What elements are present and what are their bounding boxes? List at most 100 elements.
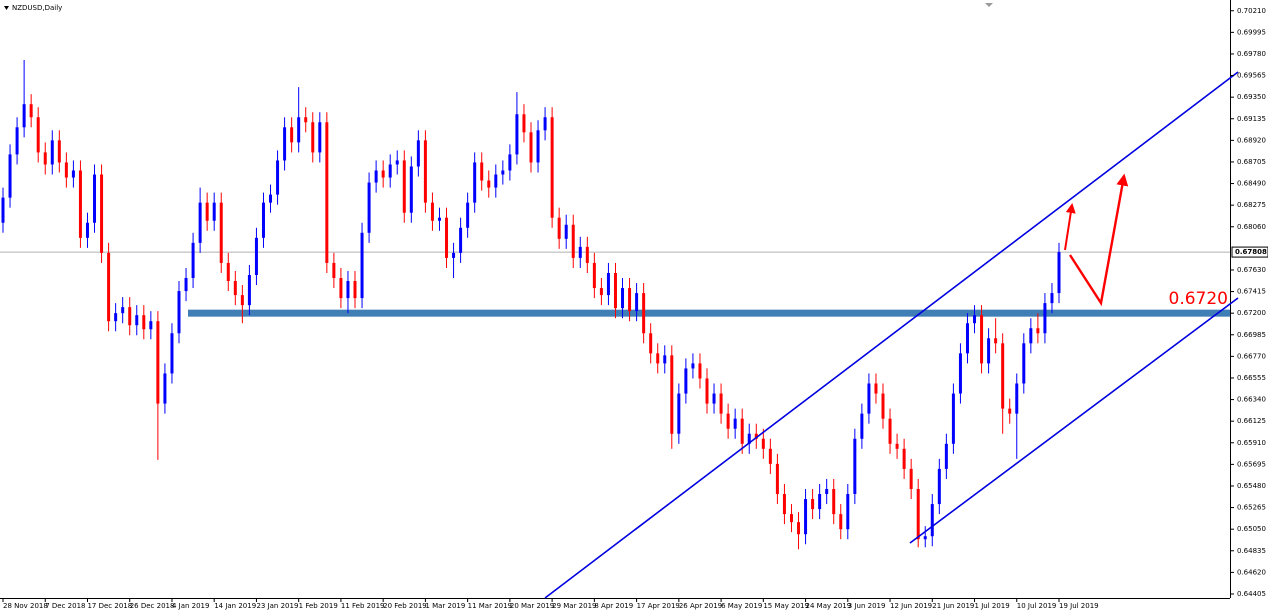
candle-body	[149, 321, 153, 330]
candle-body	[1057, 252, 1061, 294]
y-tick-label: 0.67415	[1237, 288, 1266, 296]
candle-body	[642, 293, 646, 334]
candle-layer	[1, 59, 1061, 550]
candle-body	[142, 315, 146, 330]
candle-body	[867, 383, 871, 414]
candle-body	[269, 194, 273, 203]
candle-body	[628, 288, 632, 312]
candle-body	[304, 117, 308, 123]
candle-body	[973, 315, 977, 324]
candle-body	[1022, 343, 1026, 384]
candle-body	[543, 117, 547, 131]
y-tick-label: 0.65050	[1237, 525, 1266, 533]
candle-body	[480, 162, 484, 181]
candle-body	[1008, 408, 1012, 414]
candle-body	[578, 246, 582, 258]
candle-body	[290, 127, 294, 143]
x-tick-label: 8 Apr 2019	[594, 602, 633, 610]
candle-body	[691, 363, 695, 369]
x-tick-label: 10 Jul 2019	[1017, 602, 1057, 610]
support-level-band	[188, 309, 1230, 317]
candle-body	[980, 315, 984, 364]
shift-marker	[985, 3, 993, 7]
y-tick-label: 0.67200	[1237, 309, 1266, 317]
candle-body	[177, 291, 181, 334]
last-price-box	[1231, 246, 1268, 258]
candle-body	[226, 262, 230, 282]
y-tick-label: 0.70210	[1237, 7, 1266, 15]
candle-body	[621, 288, 625, 309]
candle-body	[423, 140, 427, 203]
candle-body	[254, 237, 258, 275]
candle-body	[156, 321, 160, 404]
candle-body	[1050, 293, 1054, 304]
candle-body	[635, 293, 639, 312]
last-price-label: 0.67808	[1235, 248, 1267, 256]
y-tick-label: 0.69350	[1237, 93, 1266, 101]
candle-body	[536, 130, 540, 163]
arrow-up-short	[1064, 203, 1076, 251]
y-tick-label: 0.65480	[1237, 482, 1266, 490]
x-tick-label: 26 Dec 2018	[130, 602, 175, 610]
candle-body	[1029, 328, 1033, 344]
candle-body	[768, 448, 772, 464]
candle-body	[804, 499, 808, 535]
candle-body	[613, 272, 617, 309]
y-tick-label: 0.69565	[1237, 72, 1266, 80]
y-tick-label: 0.64405	[1237, 590, 1266, 598]
candle-body	[557, 217, 561, 239]
channel-upper-line	[544, 71, 1239, 599]
candle-body	[128, 307, 132, 326]
x-tick-label: 3 Jun 2019	[848, 602, 886, 610]
candle-body	[353, 281, 357, 299]
candle-body	[494, 174, 498, 188]
candle-body	[163, 373, 167, 404]
candle-body	[459, 227, 463, 253]
candle-body	[740, 418, 744, 444]
candle-body	[240, 295, 244, 306]
y-tick-label: 0.69135	[1237, 115, 1266, 123]
candle-body	[550, 117, 554, 218]
candle-body	[437, 217, 441, 221]
candle-body	[233, 281, 237, 296]
candle-body	[85, 222, 89, 238]
candle-body	[797, 522, 801, 535]
candle-body	[311, 122, 315, 153]
candle-body	[381, 170, 385, 178]
level-layer: 0.6720	[188, 289, 1230, 317]
candle-body	[705, 378, 709, 404]
candle-body	[712, 393, 716, 404]
candle-body	[789, 514, 793, 523]
projection-arrows	[1064, 173, 1129, 307]
candle-body	[100, 174, 104, 253]
candle-body	[951, 393, 955, 444]
candle-body	[902, 448, 906, 469]
candle-body	[684, 368, 688, 394]
candle-body	[656, 353, 660, 364]
candle-body	[445, 217, 449, 258]
candle-body	[339, 278, 343, 299]
candle-body	[1015, 383, 1019, 414]
candle-body	[853, 438, 857, 495]
candle-body	[297, 117, 301, 143]
y-tick-label: 0.69995	[1237, 28, 1266, 36]
candle-body	[818, 494, 822, 510]
candle-body	[958, 353, 962, 394]
candle-body	[36, 117, 40, 153]
candle-body	[50, 140, 54, 165]
candle-body	[283, 127, 287, 161]
channel-lower-line	[909, 297, 1239, 544]
candle-body	[888, 418, 892, 444]
candle-body	[318, 122, 322, 153]
candle-body	[719, 393, 723, 414]
candle-body	[1043, 303, 1047, 334]
candle-body	[388, 164, 392, 178]
candle-body	[649, 333, 653, 354]
header: NZDUSD,Daily	[4, 3, 993, 12]
candle-body	[276, 160, 280, 195]
y-tick-label: 0.64835	[1237, 547, 1266, 555]
candle-body	[916, 488, 920, 540]
candle-body	[508, 154, 512, 171]
x-tick-label: 1 Feb 2019	[299, 602, 338, 610]
candle-body	[677, 393, 681, 434]
